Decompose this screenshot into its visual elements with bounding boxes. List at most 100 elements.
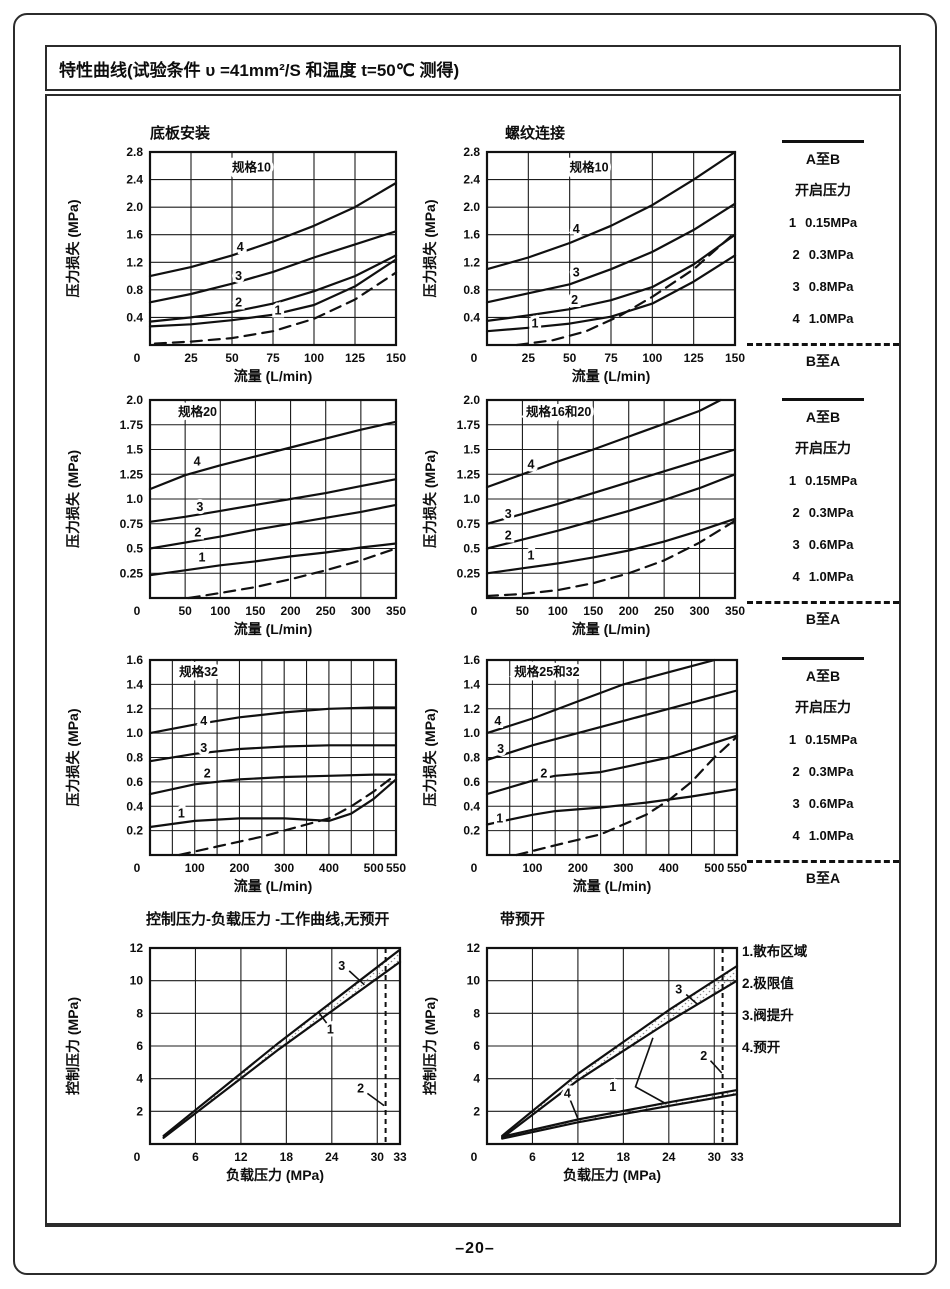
curve-label-1: 1 — [609, 1080, 616, 1094]
y-tick-label: 1.6 — [126, 228, 143, 242]
y-tick-label: 0.4 — [126, 799, 143, 813]
x-tick-label: 300 — [274, 861, 294, 875]
y-tick-label: 0.2 — [463, 824, 480, 838]
label-leader-line — [366, 1092, 385, 1107]
x-tick-label: 350 — [386, 604, 406, 618]
curve-label-3: 3 — [675, 983, 682, 997]
x-tick-label: 25 — [184, 351, 198, 365]
curve-4 — [485, 398, 722, 489]
curve-label-4: 4 — [200, 714, 207, 728]
x-tick-label: 75 — [266, 351, 280, 365]
y-tick-label: 1.0 — [126, 492, 143, 506]
size-label: 规格25和32 — [514, 664, 579, 679]
annotation-4: 4.预开 — [742, 1040, 781, 1055]
y-tick-label: 6 — [473, 1039, 480, 1053]
x-tick-label: 550 — [386, 861, 406, 875]
dashed-line-b-to-a — [747, 343, 899, 346]
page-number: –20– — [455, 1240, 495, 1257]
y-tick-label: 0.4 — [463, 310, 480, 324]
curve-label-4: 4 — [564, 1086, 571, 1100]
legend-row1: A至B 开启压力 1 0.15MPa 2 0.3MPa 3 0.8MPa 4 1.0MPa B至A — [738, 140, 908, 382]
curve-label-1: 1 — [178, 807, 185, 821]
label-leader-line — [685, 993, 699, 1006]
x-tick-label: 300 — [690, 604, 710, 618]
direction-b-to-a: B至A — [805, 353, 841, 369]
y-tick-label: 1.4 — [126, 677, 143, 691]
x-tick-label: 0 — [471, 351, 478, 365]
x-tick-label: 500 — [704, 861, 724, 875]
size-label: 规格16和20 — [526, 404, 591, 419]
curve-label-1: 1 — [274, 304, 281, 318]
x-tick-label: 300 — [613, 861, 633, 875]
pressure-value: 0.3MPa — [808, 764, 854, 779]
y-tick-label: 4 — [136, 1072, 143, 1086]
solid-line-a-to-b — [782, 657, 864, 660]
title-bar: 特性曲线(试验条件 υ =41mm²/S 和温度 t=50℃ 测得) — [45, 45, 901, 91]
direction-b-to-a: B至A — [805, 611, 841, 627]
curve-label-4: 4 — [527, 457, 534, 471]
curve-number: 1 — [788, 215, 797, 230]
y-tick-label: 0.4 — [463, 799, 480, 813]
curve-number: 1 — [788, 732, 797, 747]
x-tick-label: 12 — [234, 1150, 248, 1164]
y-tick-label: 1.0 — [463, 726, 480, 740]
x-tick-label: 200 — [229, 861, 249, 875]
y-tick-label: 1.25 — [457, 467, 481, 481]
label-leader-line — [317, 1011, 328, 1025]
curve-label-3: 3 — [235, 269, 242, 283]
curve-label-2: 2 — [357, 1081, 364, 1095]
y-tick-label: 0.8 — [463, 751, 480, 765]
scatter-band — [163, 949, 400, 1138]
y-tick-label: 4 — [473, 1072, 480, 1086]
pressure-value: 0.15MPa — [805, 215, 858, 230]
pressure-value: 1.0MPa — [808, 569, 854, 584]
y-tick-label: 10 — [467, 974, 481, 988]
curve-1 — [148, 258, 398, 328]
curve-number: 3 — [792, 279, 800, 294]
x-tick-label: 75 — [604, 351, 618, 365]
x-tick-label: 150 — [245, 604, 265, 618]
curve-3 — [485, 448, 737, 525]
x-tick-label: 100 — [185, 861, 205, 875]
page-title: 特性曲线(试验条件 υ =41mm²/S 和温度 t=50℃ 测得) — [59, 60, 460, 80]
legend-item-3: 3 0.6MPa — [738, 537, 908, 552]
y-tick-label: 6 — [136, 1039, 143, 1053]
opening-pressure-heading: 开启压力 — [795, 699, 851, 715]
y-tick-label: 1.2 — [463, 255, 480, 269]
label-leader-line — [568, 1097, 579, 1120]
y-tick-label: 0.6 — [463, 775, 480, 789]
y-tick-label: 2.0 — [126, 200, 143, 214]
curve-label-4: 4 — [237, 240, 244, 254]
pressure-value: 0.3MPa — [808, 505, 854, 520]
x-axis-title: 流量 (L/min) — [572, 621, 651, 637]
x-tick-label: 200 — [281, 604, 301, 618]
panel-title: 控制压力-负载压力 -工作曲线,无预开 — [146, 910, 389, 928]
curve-label-2: 2 — [571, 293, 578, 307]
y-axis-title: 压力损失 (MPa) — [65, 450, 81, 548]
y-tick-label: 2.0 — [463, 200, 480, 214]
legend-row2: A至B 开启压力 1 0.15MPa 2 0.3MPa 3 0.6MPa 4 1.0MPa B至A — [738, 398, 908, 640]
x-tick-label: 100 — [304, 351, 324, 365]
panel-title: 螺纹连接 — [505, 124, 565, 142]
legend-item-4: 4 1.0MPa — [738, 311, 908, 326]
x-tick-label: 50 — [516, 604, 530, 618]
chart-size16-20-threaded: 4 3 2 1 0 50 100 150 200 250 300 350 0.25 0.5 0.75 1.0 1… — [422, 393, 745, 637]
x-axis-title: 负载压力 (MPa) — [226, 1167, 324, 1183]
y-tick-label: 0.5 — [126, 542, 143, 556]
curve-label-1: 1 — [496, 811, 503, 825]
curve-1 — [148, 778, 398, 829]
curve-1 — [485, 517, 737, 575]
y-tick-label: 0.8 — [126, 283, 143, 297]
x-tick-label: 50 — [563, 351, 577, 365]
curve-4 — [148, 181, 398, 278]
x-tick-label: 150 — [725, 351, 745, 365]
y-tick-label: 2 — [136, 1104, 143, 1118]
pressure-value: 1.0MPa — [808, 311, 854, 326]
curve-2 — [148, 773, 398, 796]
x-tick-label: 50 — [178, 604, 192, 618]
y-axis-title: 控制压力 (MPa) — [422, 997, 438, 1095]
y-tick-label: 0.25 — [120, 566, 144, 580]
curve-label-1: 1 — [527, 548, 534, 562]
y-tick-label: 2.0 — [126, 393, 143, 407]
